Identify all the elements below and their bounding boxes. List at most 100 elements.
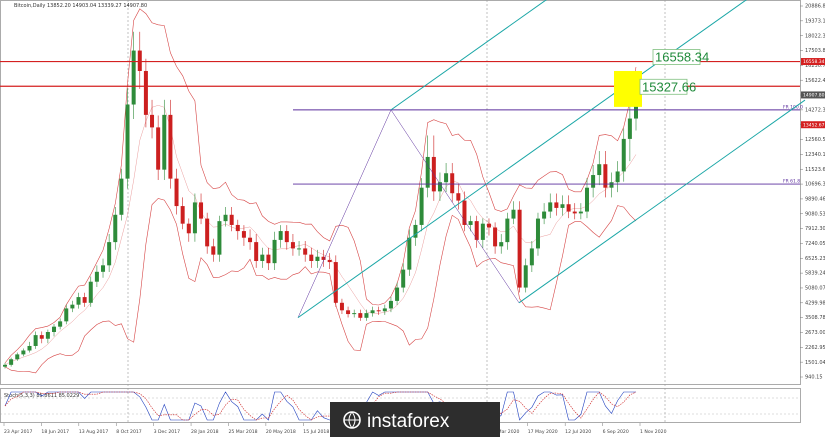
candle [370, 306, 375, 317]
candle-body [107, 242, 112, 266]
y-tick-label: 10696.30 [805, 182, 825, 188]
candle-body [352, 313, 357, 315]
candle [339, 298, 344, 314]
y-tick-label: 9080.53 [805, 211, 825, 217]
candle-body [119, 178, 124, 215]
candle [254, 234, 259, 268]
candle [168, 99, 173, 189]
candle-body [376, 310, 381, 312]
candle [517, 201, 522, 293]
x-tick-label: 28 Jan 2018 [191, 429, 219, 435]
candle [174, 168, 179, 215]
candle [615, 161, 620, 193]
candle [192, 193, 197, 242]
candle-body [278, 231, 283, 240]
y-tick-label: 15622.44 [805, 78, 825, 84]
x-tick-label: 15 Jul 2018 [303, 429, 329, 435]
x-tick-label: 13 Aug 2017 [79, 429, 109, 435]
y-tick-label: 18022.30 [805, 33, 825, 39]
candle [70, 300, 75, 313]
target-callout-text: 15327.66 [642, 79, 696, 94]
price-badge-label: 14907.80 [803, 93, 825, 99]
candle-body [88, 281, 93, 303]
price-badge [801, 121, 825, 129]
candle-body [603, 164, 608, 188]
x-tick-label: 12 Jul 2020 [565, 429, 591, 435]
candle [180, 197, 185, 230]
candle [627, 104, 632, 162]
candle [21, 348, 26, 357]
candle [223, 206, 228, 227]
candle [143, 58, 148, 128]
candle [333, 255, 338, 307]
candle-body [303, 248, 308, 255]
candle [45, 329, 50, 344]
x-tick-label: 20 May 2018 [266, 429, 296, 435]
candle [272, 231, 277, 270]
candle [407, 229, 412, 276]
x-tick-label: 23 Apr 2017 [4, 429, 32, 435]
resistance-callout-text: 16558.34 [655, 50, 709, 65]
candle-body [3, 364, 7, 367]
y-tick-label: 14272.30 [805, 107, 825, 113]
candle-body [554, 202, 559, 208]
y-tick-label: 940.15 [805, 375, 823, 381]
candle-body [382, 308, 387, 312]
bollinger-lower [4, 198, 637, 374]
candle-body [444, 173, 449, 183]
candle [125, 88, 130, 189]
candle-body [566, 204, 571, 212]
candle-body [162, 114, 167, 170]
candle [64, 304, 69, 325]
candle-body [339, 302, 344, 311]
candle [529, 241, 534, 273]
candle-body [229, 214, 234, 225]
y-tick-label: 5839.24 [805, 271, 825, 277]
candle-body [493, 227, 498, 247]
price-badge [801, 58, 825, 66]
candle-body [76, 297, 81, 305]
candle [566, 195, 571, 219]
candle-body [370, 310, 375, 314]
candle [584, 178, 589, 219]
candle [303, 241, 308, 262]
candle-body [199, 202, 204, 219]
candle [511, 201, 516, 225]
candle-body [419, 187, 424, 225]
candle-body [388, 300, 393, 309]
candle [505, 212, 510, 250]
candle [542, 203, 547, 225]
candle [591, 164, 596, 198]
candle-body [615, 171, 620, 183]
candle-body [254, 242, 259, 261]
x-tick-label: 1 Nov 2020 [640, 429, 667, 435]
candle-body [131, 50, 136, 105]
channel-upper [390, 0, 547, 111]
candle-body [70, 304, 75, 309]
candle [486, 218, 491, 236]
candle [395, 282, 400, 306]
channel-lower [518, 99, 806, 304]
x-tick-label: 17 May 2020 [528, 429, 558, 435]
candle-body [548, 202, 553, 212]
y-tick-label: 7240.05 [805, 241, 825, 247]
candle [3, 362, 7, 369]
candle-body [529, 248, 534, 266]
candle [284, 225, 289, 250]
candle [33, 331, 38, 349]
candle-body [284, 231, 289, 243]
candle [493, 222, 498, 254]
candle [297, 241, 302, 256]
candle-body [223, 214, 228, 222]
y-tick-label: 2262.95 [805, 345, 825, 351]
candle-body [9, 359, 14, 365]
candle [229, 206, 234, 232]
channel-median [297, 0, 747, 319]
candle [186, 218, 191, 242]
candle [235, 219, 240, 240]
candle [450, 163, 455, 203]
candle-body [241, 231, 246, 238]
candle-body [33, 335, 38, 346]
candle-body [180, 206, 185, 224]
y-tick-label: 7912.30 [805, 226, 825, 232]
